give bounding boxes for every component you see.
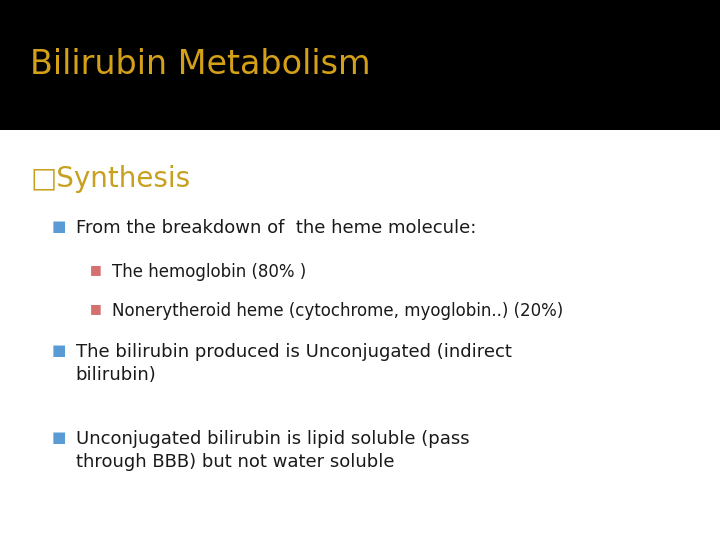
Text: Nonerytheroid heme (cytochrome, myoglobin..) (20%): Nonerytheroid heme (cytochrome, myoglobi… xyxy=(112,302,563,320)
Text: Bilirubin Metabolism: Bilirubin Metabolism xyxy=(30,48,371,82)
Text: The bilirubin produced is Unconjugated (indirect
bilirubin): The bilirubin produced is Unconjugated (… xyxy=(76,343,511,384)
Text: The hemoglobin (80% ): The hemoglobin (80% ) xyxy=(112,263,306,281)
Text: ■: ■ xyxy=(90,302,102,315)
Text: Unconjugated bilirubin is lipid soluble (pass
through BBB) but not water soluble: Unconjugated bilirubin is lipid soluble … xyxy=(76,430,469,471)
Text: ■: ■ xyxy=(52,343,66,359)
Text: From the breakdown of  the heme molecule:: From the breakdown of the heme molecule: xyxy=(76,219,476,237)
Text: ■: ■ xyxy=(52,219,66,234)
Text: ■: ■ xyxy=(52,430,66,445)
Text: ■: ■ xyxy=(90,263,102,276)
Text: □Synthesis: □Synthesis xyxy=(30,165,190,193)
